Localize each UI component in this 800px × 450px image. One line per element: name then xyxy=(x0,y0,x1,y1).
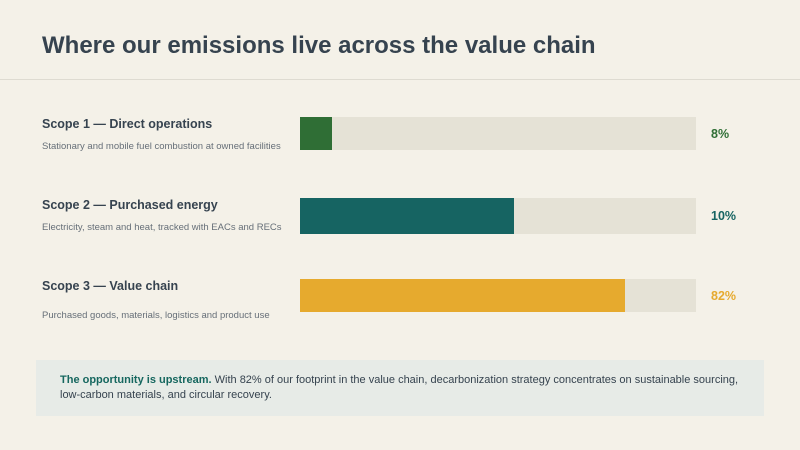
bar-row-scope-3: Scope 3 — Value chain Purchased goods, m… xyxy=(0,278,800,348)
bar-row-scope-1: Scope 1 — Direct operations Stationary a… xyxy=(0,116,800,186)
page-title: Where our emissions live across the valu… xyxy=(42,32,596,59)
callout-lead: The opportunity is upstream. xyxy=(60,374,212,386)
bar-description: Electricity, steam and heat, tracked wit… xyxy=(42,222,282,233)
bar-row-scope-2: Scope 2 — Purchased energy Electricity, … xyxy=(0,197,800,267)
bar-fill xyxy=(300,198,514,234)
bar-label: Scope 3 — Value chain xyxy=(42,279,179,293)
bar-track xyxy=(300,117,696,150)
bar-track xyxy=(300,279,696,312)
bar-value-label: 8% xyxy=(711,127,730,141)
bar-value-label: 82% xyxy=(711,289,737,303)
bar-value-label: 10% xyxy=(711,209,737,223)
bar-label: Scope 2 — Purchased energy xyxy=(42,198,218,212)
bar-label: Scope 1 — Direct operations xyxy=(42,117,213,131)
header: Where our emissions live across the valu… xyxy=(0,0,800,80)
bar-track xyxy=(300,198,696,234)
bar-description: Purchased goods, materials, logistics an… xyxy=(42,310,270,321)
bar-description: Stationary and mobile fuel combustion at… xyxy=(42,141,281,152)
insight-callout: The opportunity is upstream. With 82% of… xyxy=(36,360,764,416)
bar-fill xyxy=(300,279,625,312)
callout-text: With 82% of our footprint in the value c… xyxy=(60,374,739,401)
bar-fill xyxy=(300,117,332,150)
